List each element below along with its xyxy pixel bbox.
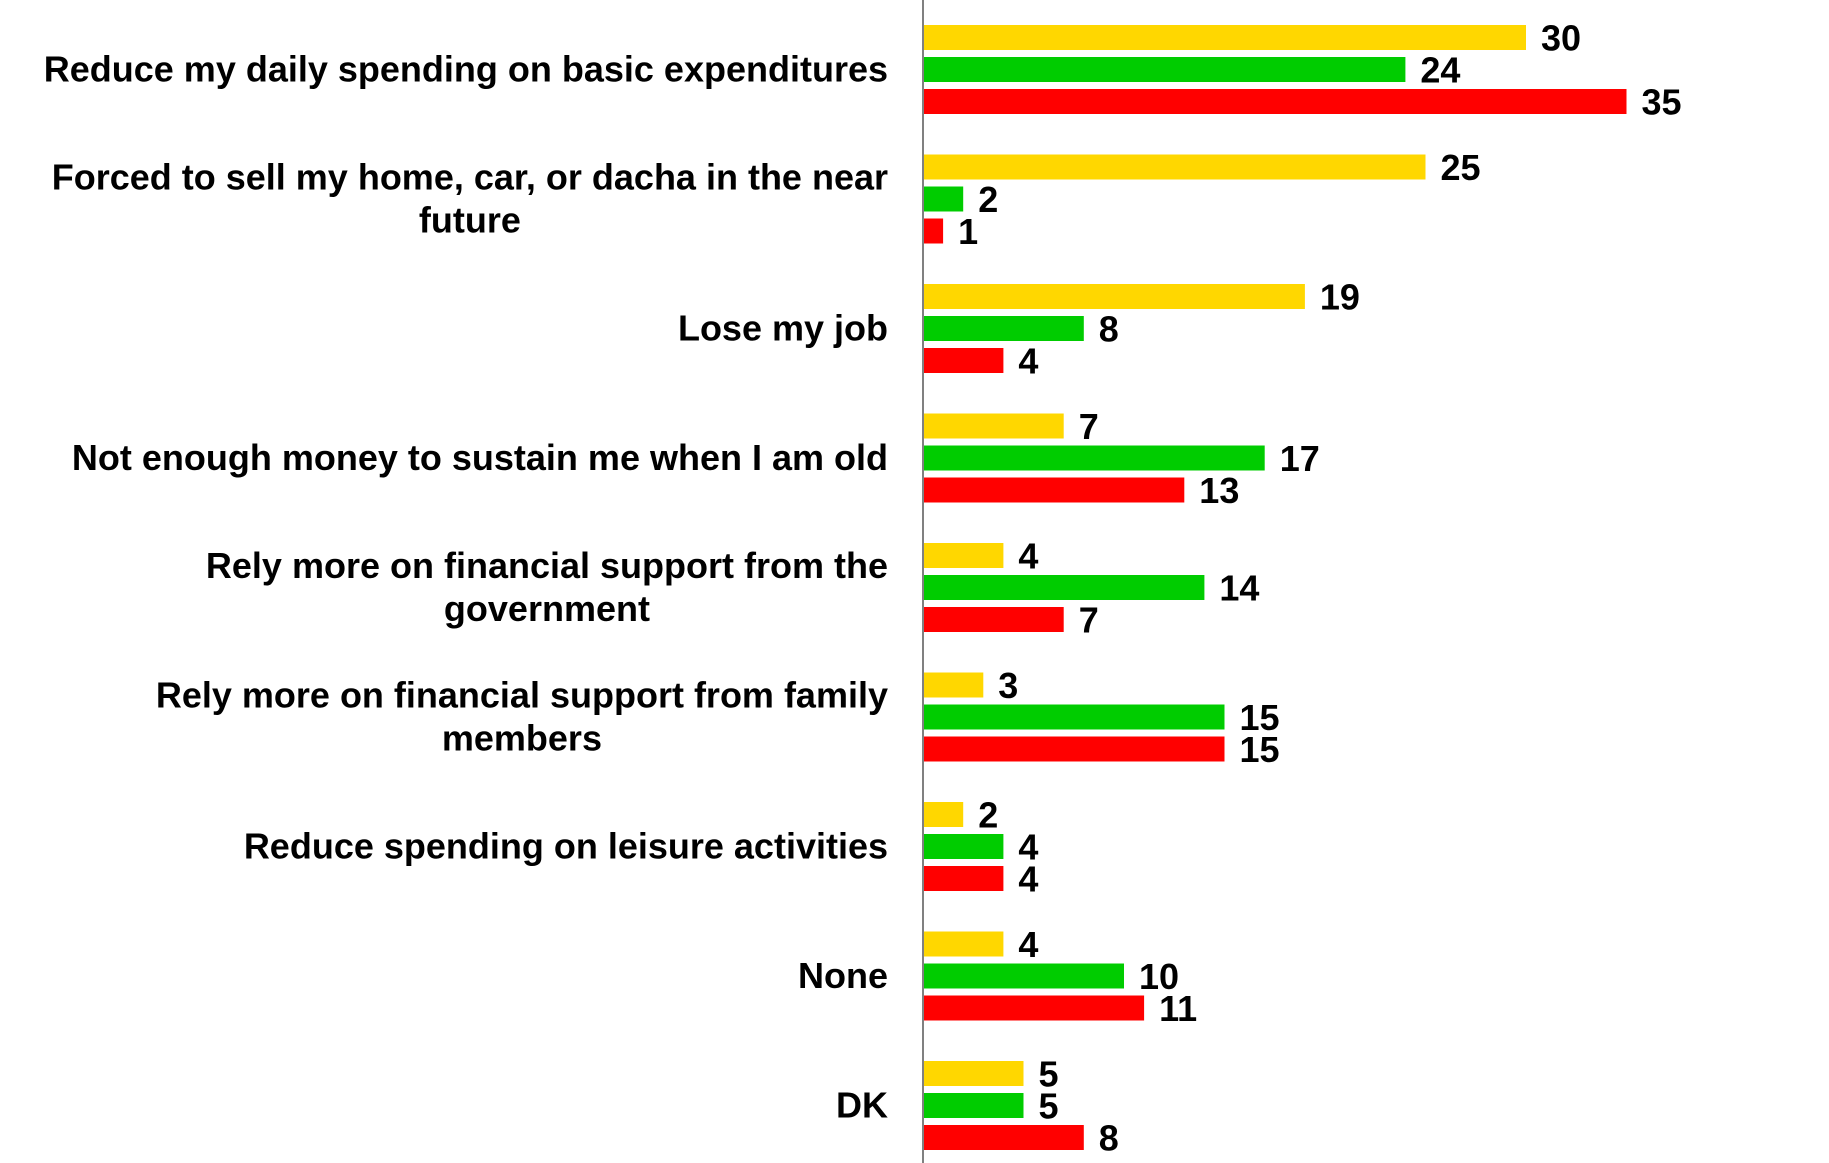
value-label: 4 — [1018, 859, 1038, 900]
bar — [923, 575, 1205, 600]
category-label-line: Lose my job — [678, 308, 888, 349]
bar — [923, 186, 964, 212]
value-label: 14 — [1219, 568, 1259, 609]
bar — [923, 963, 1124, 989]
category-label: None — [798, 955, 888, 996]
bar — [923, 316, 1084, 341]
bar — [923, 284, 1305, 309]
category-label-line: Not enough money to sustain me when I am… — [72, 437, 888, 478]
value-label: 7 — [1079, 406, 1099, 447]
category-label-line: members — [442, 718, 602, 759]
bar — [923, 995, 1145, 1021]
bar — [923, 477, 1185, 503]
value-label: 17 — [1280, 438, 1320, 479]
bar — [923, 834, 1004, 859]
value-label: 25 — [1441, 147, 1481, 188]
bar — [923, 802, 964, 827]
value-label: 35 — [1642, 82, 1682, 123]
category-label-line: Reduce spending on leisure activities — [244, 826, 888, 867]
bar — [923, 154, 1426, 180]
category-label-line: government — [444, 588, 650, 629]
bar — [923, 607, 1064, 632]
value-label: 13 — [1199, 470, 1239, 511]
value-label: 4 — [1018, 827, 1038, 868]
bar — [923, 348, 1004, 373]
value-label: 1 — [958, 211, 978, 252]
bar — [923, 931, 1004, 957]
bar — [923, 413, 1064, 439]
value-label: 4 — [1018, 536, 1038, 577]
category-label: Lose my job — [678, 308, 888, 349]
bar — [923, 218, 944, 244]
bar — [923, 57, 1406, 82]
value-label: 2 — [978, 795, 998, 836]
category-label: Rely more on financial support from the g… — [206, 545, 888, 629]
bar — [923, 1093, 1024, 1118]
value-label: 8 — [1099, 309, 1119, 350]
category-label-line: Forced to sell my home, car, or dacha in… — [52, 157, 888, 198]
value-label: 11 — [1159, 988, 1197, 1029]
category-label: Reduce my daily spending on basic expend… — [44, 49, 888, 90]
category-label-line: Reduce my daily spending on basic expend… — [44, 49, 888, 90]
category-label: Reduce spending on leisure activities — [244, 826, 888, 867]
category-label-line: None — [798, 955, 888, 996]
value-label: 7 — [1079, 600, 1099, 641]
value-label: 8 — [1099, 1118, 1119, 1159]
value-label: 19 — [1320, 277, 1360, 318]
value-label: 30 — [1541, 18, 1581, 59]
value-label: 15 — [1240, 729, 1280, 770]
value-label: 5 — [1039, 1086, 1059, 1127]
value-label: 24 — [1420, 50, 1460, 91]
category-label: Forced to sell my home, car, or dacha in… — [52, 157, 888, 241]
value-label: 5 — [1039, 1054, 1059, 1095]
category-label-line: Rely more on financial support from the — [206, 545, 888, 586]
bar — [923, 89, 1627, 114]
value-label: 4 — [1018, 924, 1038, 965]
bar — [923, 543, 1004, 568]
value-label: 4 — [1018, 341, 1038, 382]
bar — [923, 704, 1225, 730]
value-label: 3 — [998, 665, 1018, 706]
bar — [923, 1061, 1024, 1086]
bar — [923, 445, 1265, 471]
bar — [923, 866, 1004, 891]
bar — [923, 736, 1225, 762]
category-label-line: DK — [836, 1085, 888, 1126]
category-label: Rely more on financial support from fami… — [156, 675, 888, 759]
value-label: 2 — [978, 179, 998, 220]
bar — [923, 1125, 1084, 1150]
bar — [923, 672, 984, 698]
category-labels: Reduce my daily spending on basic expend… — [44, 49, 888, 1126]
category-label: Not enough money to sustain me when I am… — [72, 437, 888, 478]
category-label-line: future — [419, 200, 521, 241]
value-label: 15 — [1240, 697, 1280, 738]
category-label: DK — [836, 1085, 888, 1126]
category-label-line: Rely more on financial support from fami… — [156, 675, 888, 716]
bar — [923, 25, 1526, 50]
value-label: 10 — [1139, 956, 1179, 997]
bars — [923, 25, 1627, 1150]
